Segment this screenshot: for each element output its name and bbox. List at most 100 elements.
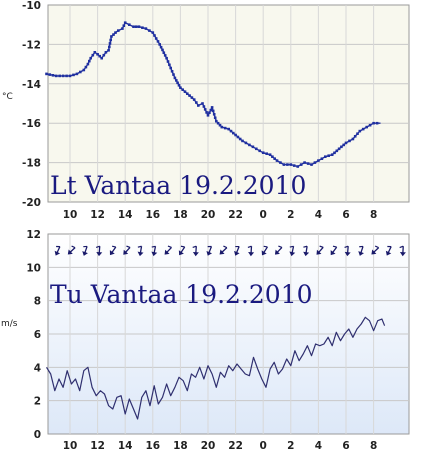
- x-tick-label: 4: [315, 209, 322, 221]
- series-point: [186, 92, 189, 95]
- series-point: [202, 105, 206, 108]
- series-point: [210, 106, 214, 109]
- series-point: [162, 51, 166, 54]
- wind-arrow: [371, 245, 380, 255]
- series-point: [151, 31, 155, 34]
- series-point: [134, 25, 138, 28]
- x-tick-label: 16: [145, 209, 160, 221]
- series-point: [144, 27, 148, 30]
- wind-arrow: [54, 245, 61, 256]
- series-point: [91, 53, 95, 57]
- series-point: [75, 72, 79, 76]
- series-point: [244, 141, 248, 145]
- series-point: [166, 60, 170, 63]
- series-point: [292, 164, 296, 167]
- series-point: [289, 163, 293, 166]
- series-point: [201, 102, 204, 105]
- x-tick-label: 18: [173, 209, 188, 221]
- series-point: [282, 163, 286, 166]
- series-point: [190, 96, 194, 99]
- series-point: [317, 159, 320, 162]
- series-point: [177, 84, 181, 87]
- series-point: [98, 54, 101, 58]
- series-point: [335, 149, 339, 153]
- series-point: [368, 123, 372, 127]
- temperature-grid: [48, 5, 409, 202]
- series-point: [324, 155, 327, 158]
- series-point: [333, 151, 336, 155]
- wind-speed-series: [45, 316, 386, 420]
- series-point: [156, 40, 160, 43]
- x-tick-label: 20: [201, 440, 216, 452]
- series-point: [161, 48, 164, 52]
- wind-arrow: [358, 245, 364, 256]
- series-point: [100, 56, 103, 60]
- series-point: [51, 74, 55, 77]
- x-tick-label: 18: [173, 440, 188, 452]
- series-point: [296, 165, 299, 168]
- series-point: [238, 137, 242, 141]
- series-point: [330, 153, 334, 156]
- series-point: [195, 101, 198, 104]
- series-point: [122, 24, 126, 27]
- series-point: [58, 74, 61, 78]
- series-point: [220, 125, 224, 129]
- series-point: [306, 162, 310, 165]
- series-point: [192, 98, 196, 101]
- temperature-series: [45, 21, 381, 168]
- series-point: [88, 59, 91, 63]
- series-point: [213, 116, 217, 120]
- y-tick-label: -18: [22, 158, 41, 170]
- series-point: [313, 161, 317, 164]
- wind-direction-arrows: [54, 245, 406, 257]
- series-point: [218, 123, 222, 127]
- series-point: [273, 157, 276, 160]
- series-point: [310, 163, 313, 166]
- series-point: [141, 26, 144, 29]
- y-tick-label: -16: [22, 118, 41, 130]
- wind-arrow: [330, 245, 338, 256]
- series-point: [216, 121, 220, 125]
- series-point: [61, 74, 65, 78]
- series-point: [170, 70, 174, 73]
- series-point: [279, 161, 282, 164]
- series-point: [211, 109, 215, 113]
- series-point: [179, 86, 182, 89]
- series-point: [241, 139, 244, 143]
- series-point: [232, 131, 235, 135]
- x-tick-label: 2: [287, 209, 294, 221]
- wind-arrow: [206, 245, 213, 256]
- series-point: [132, 25, 135, 28]
- series-point: [258, 149, 261, 153]
- x-tick-label: 14: [118, 209, 133, 221]
- series-point: [154, 37, 158, 40]
- series-point: [96, 53, 99, 56]
- series-point: [327, 154, 330, 157]
- series-point: [234, 133, 237, 137]
- temperature-chart: -10 -12 -14 -16 -18 -20 10 12 14 16 18 20 22 0 2 4 6 8 °…: [2, 0, 410, 221]
- series-point: [176, 81, 179, 85]
- series-point: [365, 125, 368, 129]
- series-point: [93, 51, 97, 54]
- x-tick-label: 10: [63, 440, 78, 452]
- series-point: [215, 119, 218, 123]
- series-point: [183, 90, 187, 93]
- x-tick-label: 6: [342, 209, 349, 221]
- series-point: [110, 35, 113, 38]
- wind-arrow: [234, 245, 240, 256]
- y-tick-label: 12: [26, 229, 41, 241]
- series-point: [236, 135, 240, 139]
- series-point: [271, 155, 274, 158]
- series-point: [208, 111, 211, 114]
- x-tick-label: 12: [90, 440, 105, 452]
- series-point: [163, 54, 167, 57]
- x-tick-label: 8: [370, 440, 377, 452]
- series-point: [351, 137, 355, 141]
- wind-arrow: [385, 245, 392, 256]
- series-point: [123, 21, 127, 24]
- wind-arrow: [399, 245, 406, 257]
- wind-arrow: [303, 245, 310, 257]
- series-point: [108, 42, 112, 45]
- y-tick-label: 10: [26, 262, 41, 274]
- temperature-x-ticks: 10 12 14 16 18 20 22 0 2 4 6 8: [63, 209, 378, 221]
